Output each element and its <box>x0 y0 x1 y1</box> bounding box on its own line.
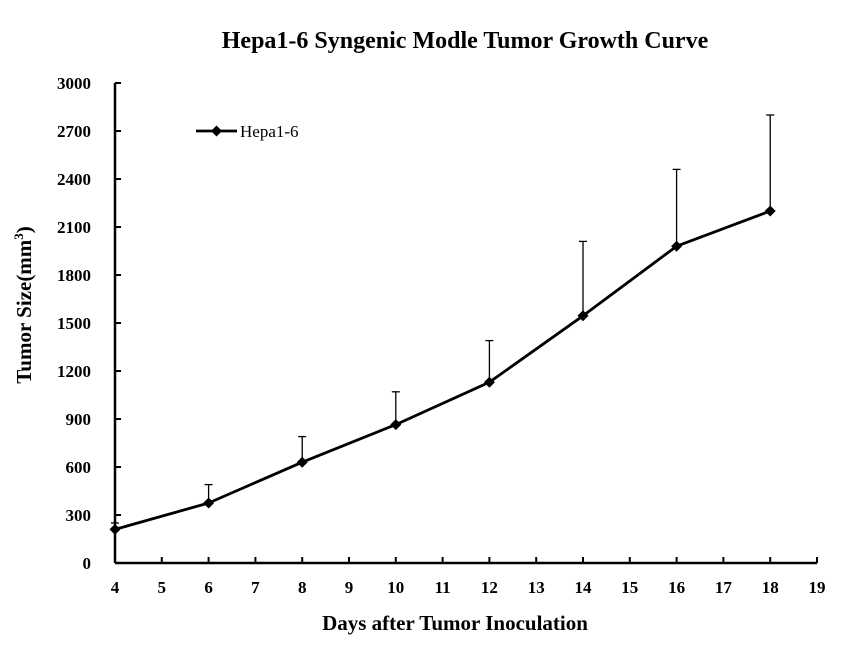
y-tick-label: 1500 <box>57 314 91 333</box>
chart-title: Hepa1-6 Syngenic Modle Tumor Growth Curv… <box>222 28 709 54</box>
x-tick-label: 8 <box>298 578 307 597</box>
x-ticks: 4 5 6 7 8 9 10 11 12 13 14 15 16 17 18 19 <box>111 557 826 597</box>
x-tick-label: 15 <box>621 578 638 597</box>
data-point <box>109 523 121 535</box>
y-tick-label: 1200 <box>57 362 91 381</box>
x-tick-label: 6 <box>204 578 213 597</box>
series-line <box>114 209 771 531</box>
x-tick-label: 13 <box>528 578 545 597</box>
legend-marker <box>211 125 222 137</box>
y-tick-label: 600 <box>66 458 92 477</box>
x-tick-label: 11 <box>435 578 451 597</box>
y-axis-title-close: ) <box>12 226 36 233</box>
series-markers <box>109 205 776 535</box>
y-axis-title-superscript: 3 <box>11 233 26 240</box>
y-tick-label: 1800 <box>57 266 91 285</box>
x-tick-label: 7 <box>251 578 260 597</box>
x-tick-label: 18 <box>762 578 779 597</box>
y-tick-label: 900 <box>66 410 92 429</box>
error-bars <box>111 114 775 530</box>
legend-label: Hepa1-6 <box>240 122 299 141</box>
data-point <box>483 376 495 388</box>
y-axis-title: Tumor Size(mm3) <box>11 226 36 384</box>
y-tick-label: 2700 <box>57 122 91 141</box>
data-point <box>764 205 776 217</box>
x-tick-label: 16 <box>668 578 685 597</box>
y-axis-title-main: Tumor Size(mm <box>12 239 36 384</box>
y-tick-label: 2100 <box>57 218 91 237</box>
y-tick-label: 3000 <box>57 74 91 93</box>
x-tick-label: 12 <box>481 578 498 597</box>
x-tick-label: 17 <box>715 578 733 597</box>
y-tick-label: 300 <box>66 506 92 525</box>
series-lines <box>114 209 771 531</box>
axes <box>113 83 817 565</box>
data-point <box>390 419 402 431</box>
x-axis-title: Days after Tumor Inoculation <box>322 611 588 635</box>
data-point <box>577 310 589 322</box>
data-point <box>671 240 683 252</box>
x-tick-label: 5 <box>158 578 167 597</box>
x-tick-label: 9 <box>345 578 354 597</box>
x-tick-label: 10 <box>387 578 404 597</box>
x-tick-label: 14 <box>575 578 593 597</box>
y-ticks: 0 300 600 900 1200 1500 1800 2100 2400 2700 3000 <box>57 74 121 573</box>
legend: Hepa1-6 <box>196 122 299 141</box>
data-point <box>203 497 215 509</box>
y-tick-label: 0 <box>83 554 92 573</box>
y-tick-label: 2400 <box>57 170 91 189</box>
x-tick-label: 19 <box>809 578 826 597</box>
x-tick-label: 4 <box>111 578 120 597</box>
data-point <box>296 456 308 468</box>
